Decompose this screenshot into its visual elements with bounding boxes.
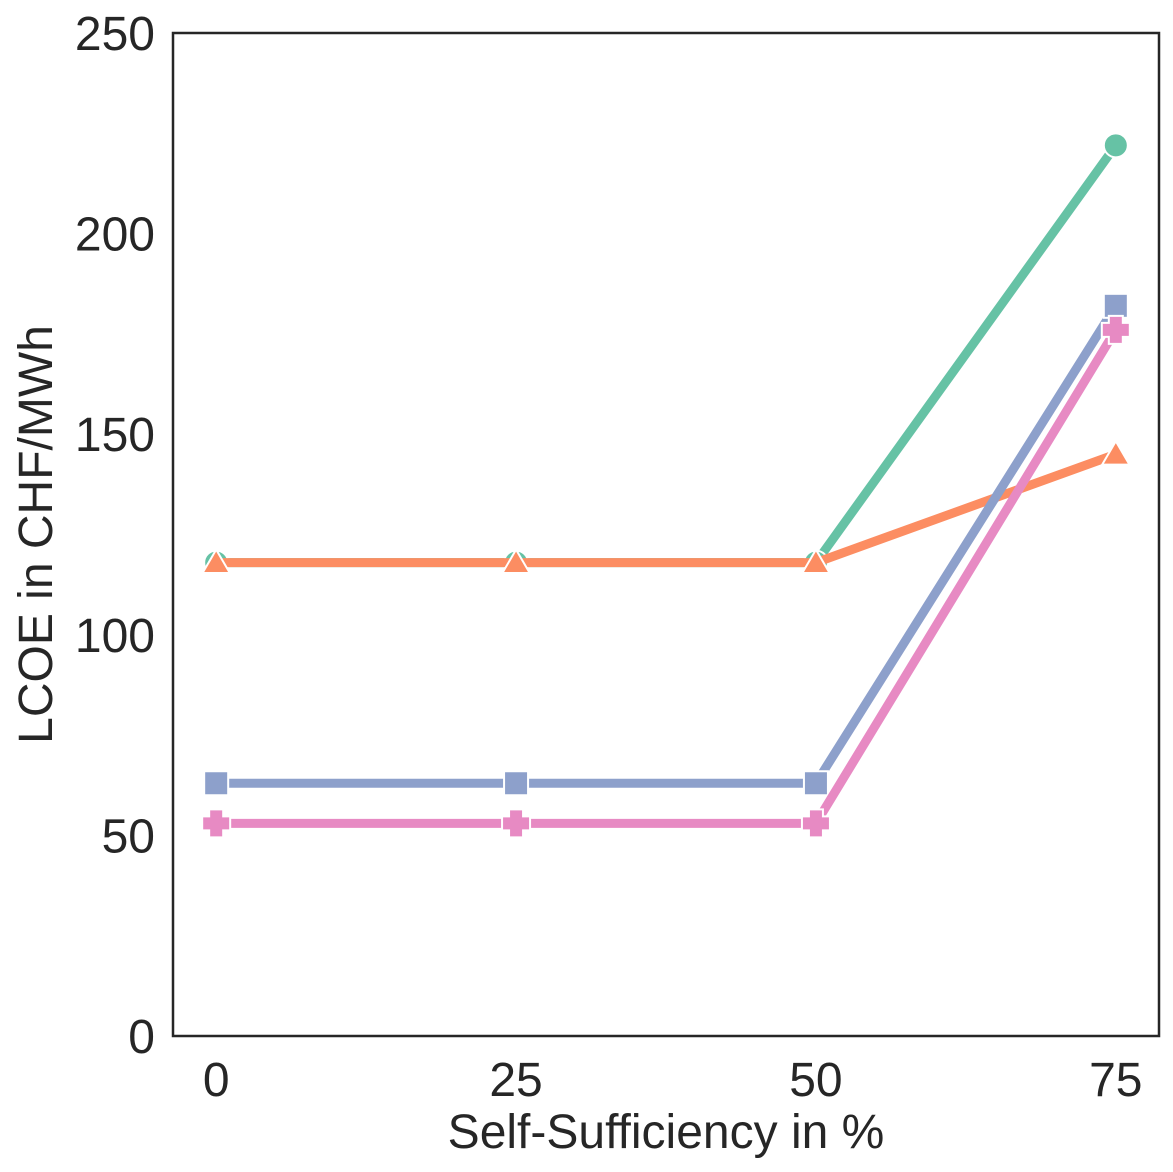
- x-axis-label: Self-Sufficiency in %: [448, 1106, 885, 1159]
- data-point-square: [1102, 292, 1129, 319]
- data-point-triangle: [800, 547, 832, 574]
- data-point-plus: [501, 808, 532, 839]
- x-tick-label: 0: [203, 1054, 230, 1107]
- y-tick-label: 50: [102, 810, 155, 863]
- data-point-triangle: [500, 547, 532, 574]
- data-point-triangle: [200, 547, 232, 574]
- data-point-square: [802, 770, 829, 797]
- data-point-plus: [201, 808, 232, 839]
- y-axis-ticks: 0 50 100 150 200 250: [75, 8, 155, 1064]
- series-line: [211, 325, 1121, 828]
- data-point-square: [203, 770, 230, 797]
- data-point-triangle: [1100, 439, 1132, 466]
- y-tick-label: 0: [128, 1011, 155, 1064]
- y-tick-label: 100: [75, 610, 155, 663]
- series-line: [211, 449, 1121, 568]
- x-tick-label: 25: [489, 1054, 542, 1107]
- data-point-plus: [800, 808, 831, 839]
- data-point-square: [503, 770, 530, 797]
- series-line: [211, 301, 1121, 788]
- y-tick-label: 250: [75, 8, 155, 61]
- y-tick-label: 150: [75, 409, 155, 462]
- data-point-plus: [1100, 314, 1131, 345]
- data-point-circle: [1102, 132, 1129, 159]
- y-axis-label: LCOE in CHF/MWh: [10, 325, 63, 744]
- series-triangle: [200, 439, 1132, 574]
- x-tick-label: 75: [1089, 1054, 1142, 1107]
- plot-frame: [171, 31, 1161, 1038]
- x-axis-ticks: 0 25 50 75: [203, 1054, 1143, 1107]
- y-tick-label: 200: [75, 209, 155, 262]
- series-square: [203, 292, 1129, 797]
- series-plus: [201, 314, 1131, 839]
- x-tick-label: 50: [789, 1054, 842, 1107]
- series-layer: [200, 132, 1132, 839]
